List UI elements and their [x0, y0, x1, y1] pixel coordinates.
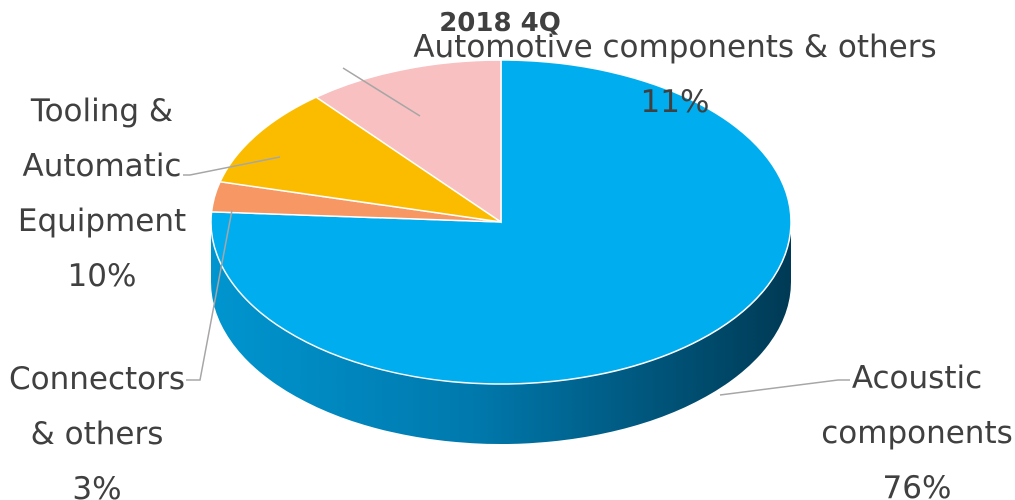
pie-slice-3[interactable] — [219, 96, 502, 223]
data-label-value: 10% — [68, 258, 137, 294]
data-label-category: components — [821, 415, 1013, 451]
leader-line-1 — [719, 379, 850, 396]
leader-line-3 — [183, 156, 281, 176]
leader-line-2 — [186, 209, 233, 381]
pie-slice-4[interactable] — [314, 59, 502, 224]
data-label-category: Automotive components & others — [413, 29, 936, 65]
data-label-value: 76% — [883, 470, 952, 500]
data-label-3: Tooling & Automatic Equipment 10% — [18, 93, 186, 294]
data-label-category: Tooling & — [30, 93, 173, 129]
data-label-category: Connectors — [9, 361, 185, 397]
data-label-category: Automatic — [23, 148, 182, 184]
data-label-4: Automotive components & others 11% — [413, 29, 936, 120]
data-label-category: & others — [31, 416, 164, 452]
data-label-category: Equipment — [18, 203, 186, 239]
leader-line-4 — [342, 67, 421, 117]
data-label-2: Connectors & others 3% — [9, 361, 185, 500]
data-label-category: Acoustic — [852, 360, 982, 396]
chart-title: 2018 4Q — [439, 8, 561, 38]
data-label-value: 3% — [72, 471, 121, 500]
pie-slice-side-1 — [211, 222, 791, 444]
data-label-value: 11% — [641, 84, 710, 120]
data-label-1: Acoustic components 76% — [821, 360, 1013, 500]
